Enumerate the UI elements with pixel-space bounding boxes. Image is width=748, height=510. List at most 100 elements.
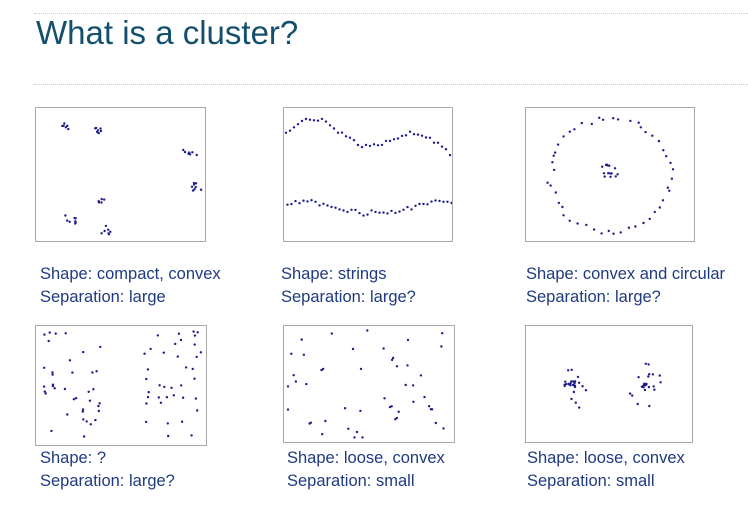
- scatter-point: [430, 408, 434, 411]
- shape-label: Shape: loose, convex: [527, 449, 685, 467]
- scatter-point: [43, 390, 46, 393]
- scatter-point: [143, 352, 146, 355]
- scatter-point: [302, 199, 305, 202]
- scatter-point: [362, 214, 365, 217]
- scatter-point: [147, 390, 150, 394]
- scatter-point: [361, 436, 364, 439]
- scatter-point: [603, 175, 606, 178]
- scatter-point: [606, 164, 609, 167]
- scatter-point: [639, 126, 642, 129]
- scatter-point: [440, 345, 443, 348]
- scatter-point: [82, 350, 85, 354]
- scatter-point: [342, 209, 345, 212]
- scatter-point: [590, 122, 593, 126]
- scatter-point: [51, 371, 54, 374]
- scatter-point: [390, 358, 394, 362]
- scatter-point: [196, 331, 199, 334]
- scatter-point: [157, 396, 160, 399]
- scatter-point: [146, 395, 150, 399]
- scatter-point: [172, 394, 175, 397]
- scatter-point: [627, 226, 631, 229]
- shape-label: Shape: compact, convex: [40, 265, 221, 283]
- scatter-points: [546, 116, 675, 235]
- scatter-point: [309, 421, 312, 424]
- scatter-point: [68, 359, 72, 362]
- scatter-point: [340, 131, 344, 134]
- scatter-point: [191, 367, 194, 371]
- scatter-point: [647, 363, 650, 366]
- scatter-point: [95, 370, 98, 373]
- scatter-plot-loose-convex-b: [525, 325, 693, 443]
- scatter-point: [174, 342, 177, 346]
- scatter-point: [183, 150, 187, 154]
- scatter-point: [414, 204, 417, 207]
- scatter-point: [71, 371, 74, 374]
- scatter-point: [286, 408, 290, 411]
- scatter-point: [94, 126, 98, 130]
- scatter-point: [648, 404, 651, 408]
- scatter-point: [103, 229, 106, 233]
- scatter-point: [446, 200, 449, 203]
- scatter-point: [328, 124, 332, 127]
- scatter-point: [348, 136, 352, 139]
- scatter-point: [97, 404, 100, 408]
- scatter-point: [162, 351, 165, 354]
- scatter-point: [188, 151, 191, 154]
- scatter-point: [330, 205, 333, 209]
- scatter-point: [397, 410, 400, 413]
- scatter-point: [573, 128, 576, 131]
- scatter-point: [179, 338, 183, 342]
- scatter-point: [665, 155, 668, 158]
- scatter-point: [344, 135, 348, 138]
- scatter-point: [100, 232, 103, 235]
- scatter-point: [99, 129, 103, 133]
- scatter-point: [48, 331, 51, 334]
- scatter-point: [418, 202, 421, 206]
- scatter-point: [406, 205, 409, 209]
- scatter-point: [50, 429, 53, 433]
- scatter-point: [343, 407, 347, 410]
- scatter-point: [574, 401, 577, 404]
- scatter-plot-unknown-shape: [35, 325, 207, 446]
- scatter-point: [434, 199, 437, 202]
- scatter-point: [658, 374, 661, 377]
- scatter-point: [382, 211, 385, 214]
- scatter-plot-convex-circular: [525, 107, 695, 242]
- scatter-point: [286, 385, 290, 388]
- scatter-point: [416, 133, 420, 136]
- scatter-point: [67, 127, 70, 131]
- scatter-point: [51, 383, 55, 386]
- scatter-point: [290, 202, 293, 206]
- scatter-point: [565, 382, 568, 386]
- scatter-point: [642, 221, 645, 225]
- scatter-plot-strings: [283, 107, 453, 242]
- scatter-point: [585, 223, 588, 227]
- scatter-point: [619, 231, 622, 234]
- scatter-point: [346, 210, 349, 214]
- scatter-point: [436, 141, 440, 144]
- title-divider: [34, 84, 748, 85]
- scatter-point: [191, 189, 195, 192]
- scatter-point: [47, 339, 50, 343]
- scatter-point: [98, 402, 101, 405]
- scatter-point: [176, 355, 179, 358]
- scatter-point: [351, 347, 355, 351]
- scatter-point: [629, 119, 632, 123]
- scatter-point: [305, 382, 308, 386]
- top-divider: [34, 13, 748, 14]
- scatter-point: [556, 143, 560, 146]
- scatter-point: [383, 397, 386, 400]
- scatter-point: [648, 217, 651, 221]
- scatter-point: [321, 433, 324, 436]
- scatter-point: [364, 143, 368, 147]
- scatter-point: [592, 228, 596, 231]
- scatter-point: [64, 214, 67, 217]
- scatter-point: [428, 136, 432, 139]
- scatter-point: [89, 423, 92, 426]
- scatter-points: [61, 122, 203, 236]
- scatter-point: [334, 206, 337, 209]
- scatter-point: [196, 409, 199, 412]
- scatter-point: [353, 436, 356, 439]
- caption-compact-convex: Shape: compact, convex Separation: large: [40, 263, 270, 309]
- scatter-point: [81, 408, 85, 411]
